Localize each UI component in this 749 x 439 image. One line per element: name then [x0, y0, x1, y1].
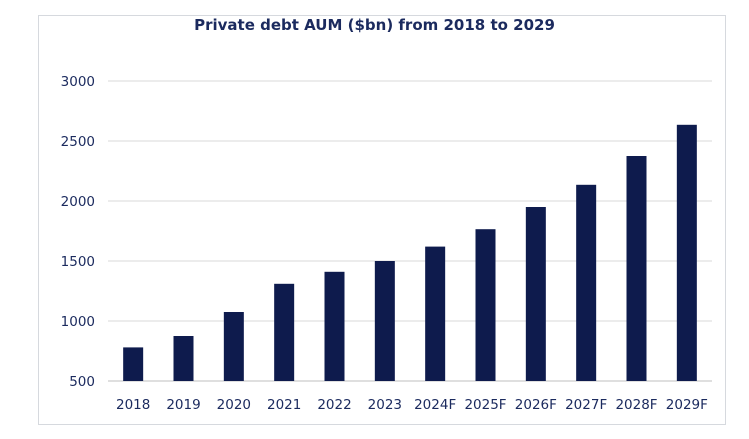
gridlines [108, 80, 712, 382]
x-tick-label: 2023 [368, 397, 402, 413]
bar-2019 [173, 336, 194, 381]
bar-2021 [274, 283, 295, 381]
x-tick-label: 2026F [515, 397, 557, 413]
bar-2020 [223, 312, 244, 381]
y-tick-label: 1000 [61, 314, 95, 330]
x-tick-label: 2018 [116, 397, 150, 413]
x-tick-label: 2025F [464, 397, 506, 413]
x-tick-label: 2028F [615, 397, 657, 413]
x-tick-label: 2021 [267, 397, 301, 413]
x-tick-label: 2019 [166, 397, 200, 413]
x-axis-tick-labels: 2018 2019 2020 2021 2022 2023 2024F 2025F 2026F 2… [116, 397, 708, 413]
bar-2022 [324, 271, 345, 381]
bar-2027F [576, 184, 597, 381]
bar-2026F [525, 207, 546, 381]
bar-2028F [626, 156, 647, 381]
y-tick-label: 500 [69, 374, 95, 390]
y-tick-label: 3000 [61, 74, 95, 90]
x-tick-label: 2029F [666, 397, 708, 413]
y-axis-tick-labels: 500 1000 1500 2000 2500 3000 [61, 74, 95, 390]
x-tick-label: 2020 [217, 397, 251, 413]
chart-title: Private debt AUM ($bn) from 2018 to 2029 [194, 16, 555, 34]
x-tick-label: 2027F [565, 397, 607, 413]
bar-2018 [123, 347, 144, 381]
y-tick-label: 2000 [61, 194, 95, 210]
y-tick-label: 1500 [61, 254, 95, 270]
bar-2025F [475, 229, 496, 381]
bar-2024F [425, 246, 446, 381]
bars [123, 124, 697, 382]
x-tick-label: 2024F [414, 397, 456, 413]
x-tick-label: 2022 [317, 397, 351, 413]
bar-2023 [374, 261, 395, 381]
bar-2029F [676, 124, 697, 382]
y-tick-label: 2500 [61, 134, 95, 150]
